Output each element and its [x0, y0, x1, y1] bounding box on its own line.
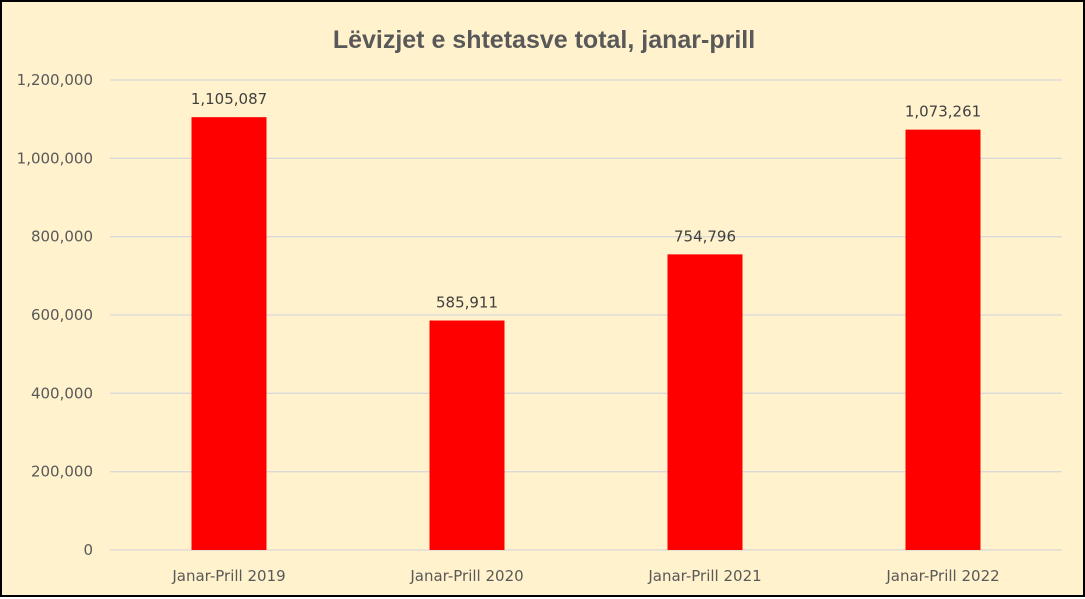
x-category-label: Janar-Prill 2019	[171, 567, 285, 585]
data-labels: 1,105,087 585,911 754,796 1,073,261	[191, 90, 981, 311]
bar	[905, 129, 981, 550]
data-label: 585,911	[436, 294, 498, 312]
y-tick-label: 1,000,000	[17, 149, 93, 167]
y-tick-label: 0	[83, 541, 93, 559]
bar	[191, 117, 267, 550]
y-tick-label: 400,000	[31, 384, 93, 402]
y-tick-label: 1,200,000	[17, 71, 93, 89]
bar	[667, 254, 743, 550]
gridlines	[110, 79, 1062, 551]
x-axis-categories: Janar-Prill 2019 Janar-Prill 2020 Janar-Pr…	[171, 567, 999, 585]
x-category-label: Janar-Prill 2020	[409, 567, 523, 585]
data-label: 1,105,087	[191, 90, 267, 108]
y-axis-ticks: 0 200,000 400,000 600,000 800,000 1,000,000 1,…	[17, 71, 93, 559]
data-label: 754,796	[674, 227, 736, 245]
bar	[429, 320, 505, 550]
bars	[191, 117, 981, 550]
chart-title: Lëvizjet e shtetasve total, janar-prill	[333, 26, 755, 54]
y-tick-label: 200,000	[31, 463, 93, 481]
x-category-label: Janar-Prill 2021	[647, 567, 761, 585]
y-tick-label: 800,000	[31, 228, 93, 246]
y-tick-label: 600,000	[31, 306, 93, 324]
x-category-label: Janar-Prill 2022	[885, 567, 999, 585]
data-label: 1,073,261	[905, 103, 981, 121]
